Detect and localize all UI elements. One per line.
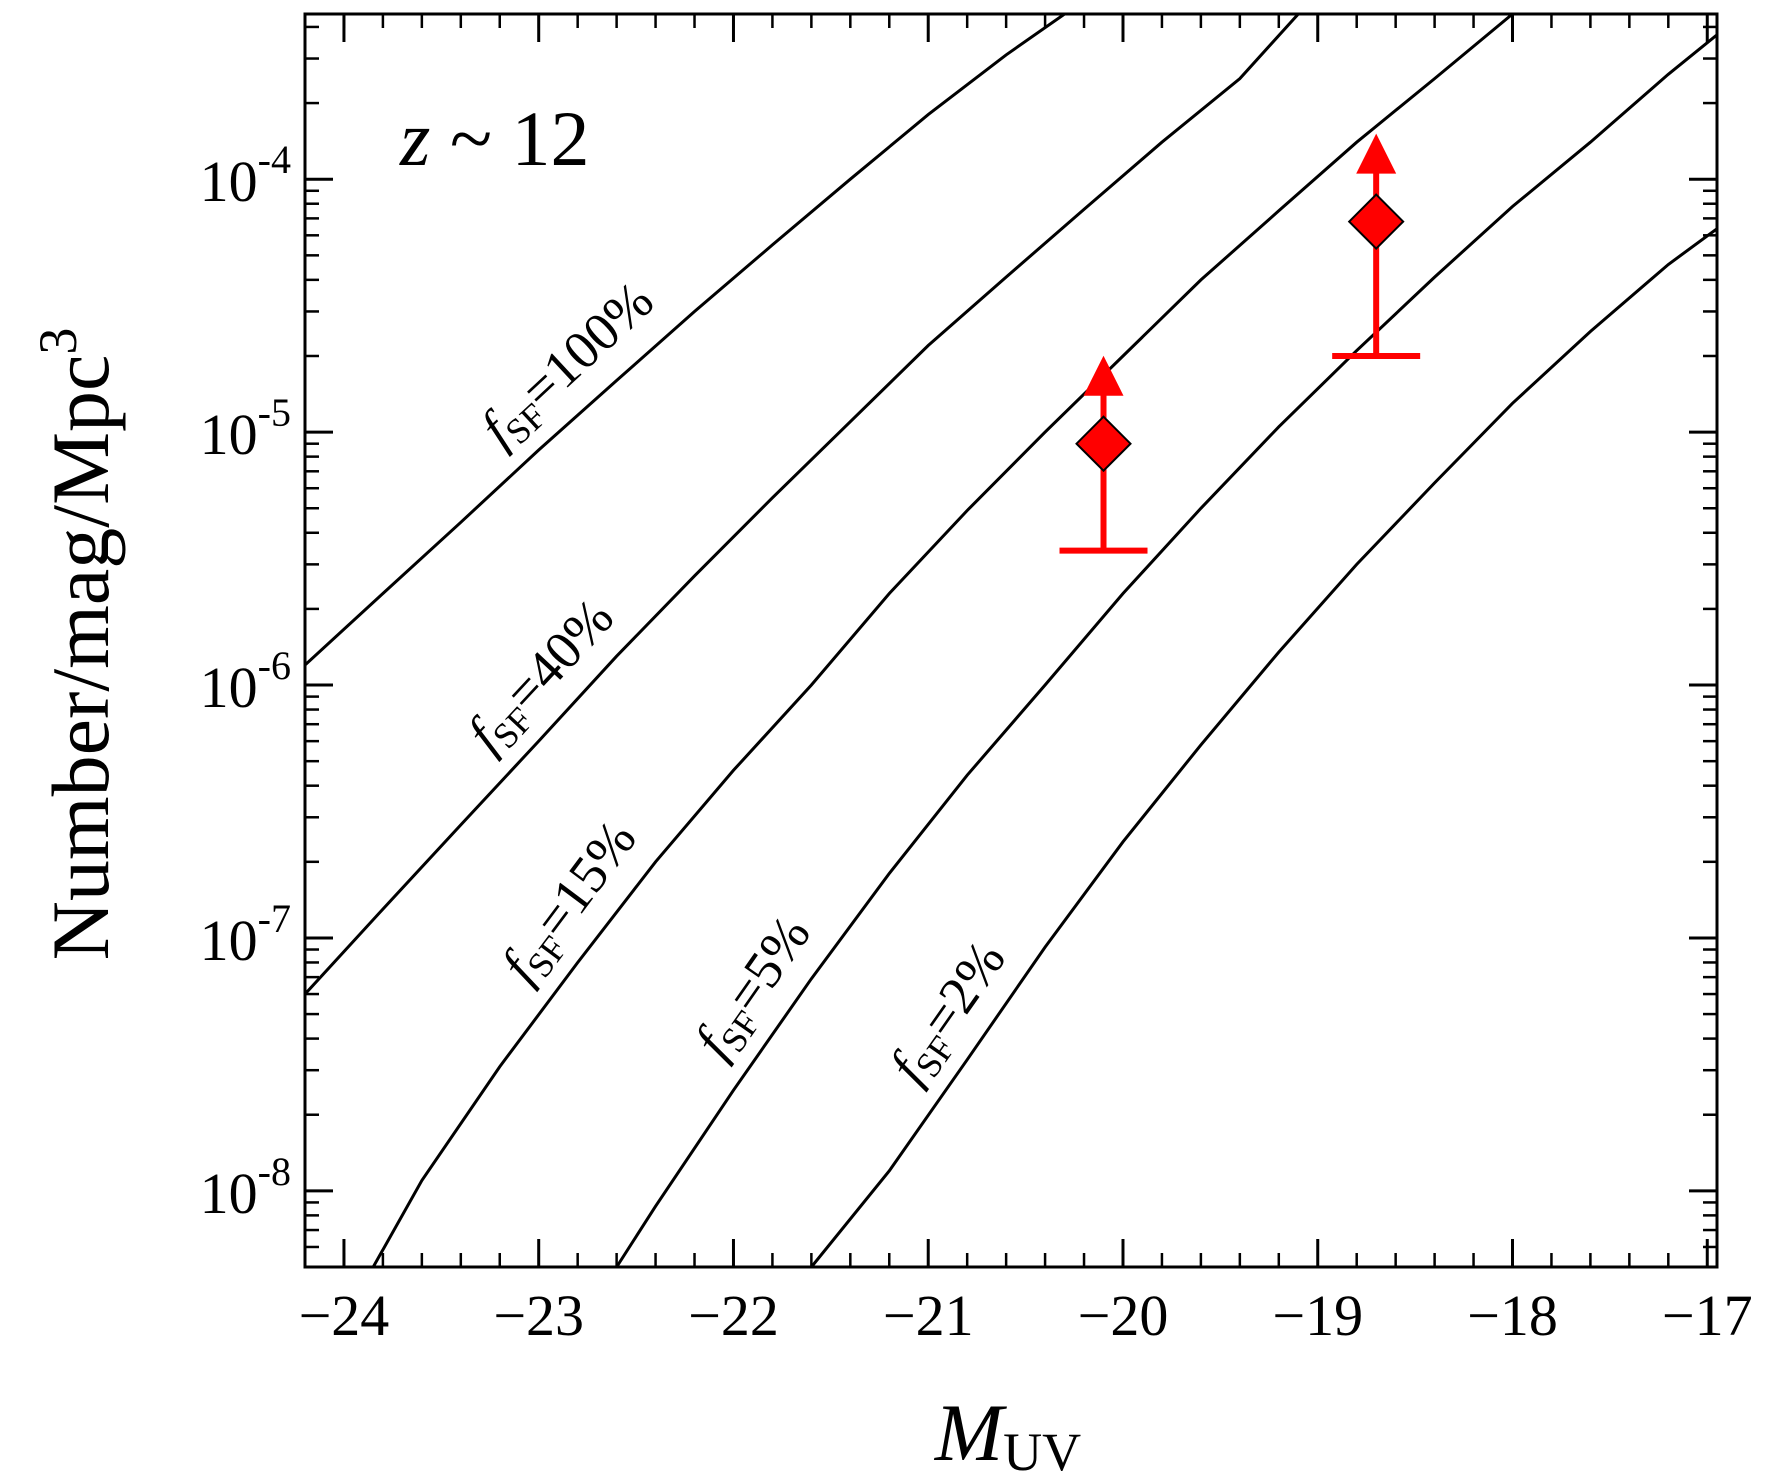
- x-axis-label: MUV: [934, 1387, 1081, 1482]
- x-tick-label: −23: [493, 1283, 584, 1348]
- y-tick-label: 10-8: [200, 1149, 291, 1226]
- x-tick-label: −18: [1467, 1283, 1558, 1348]
- y-axis-label: Number/mag/Mpc3: [28, 328, 126, 961]
- y-tick-label: 10-5: [200, 390, 291, 467]
- curve-line: [305, 14, 1066, 667]
- curve-line: [615, 32, 1717, 1267]
- y-tick-label: 10-7: [200, 896, 291, 973]
- diamond-marker: [1347, 193, 1405, 250]
- x-tick-label: −21: [883, 1283, 974, 1348]
- curve-line: [305, 14, 1300, 996]
- data-point: [1332, 133, 1421, 359]
- y-tick-labels: 10-8 10-7 10-6 10-5 10-4: [200, 137, 291, 1226]
- data-points: [1059, 133, 1421, 554]
- major-ticks: [305, 14, 1717, 1267]
- x-tick-label: −20: [1078, 1283, 1169, 1348]
- curves: [305, 14, 1717, 1267]
- plot-background: [305, 14, 1717, 1267]
- redshift-annotation: z ~ 12: [399, 95, 590, 182]
- plot-frame: [303, 12, 1719, 1269]
- x-tick-label: −24: [299, 1283, 390, 1348]
- limit-arrow: [1083, 355, 1124, 396]
- y-tick-label: 10-6: [200, 643, 291, 720]
- x-tick-labels: −24 −23 −22 −21 −20 −19 −18 −17: [299, 1283, 1753, 1348]
- diamond-marker: [1075, 415, 1132, 473]
- curve-line: [371, 14, 1514, 1267]
- x-tick-label: −22: [688, 1283, 779, 1348]
- curve-line: [810, 226, 1717, 1267]
- data-point: [1059, 355, 1148, 554]
- x-tick-label: −17: [1662, 1283, 1753, 1348]
- minor-ticks: [305, 14, 1717, 1269]
- y-tick-label: 10-4: [200, 137, 291, 214]
- limit-arrow: [1356, 133, 1397, 174]
- x-tick-label: −19: [1272, 1283, 1363, 1348]
